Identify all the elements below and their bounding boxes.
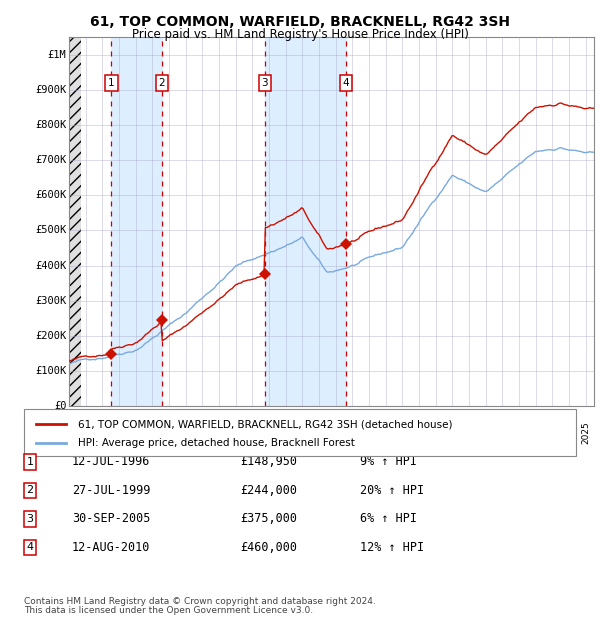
- Text: £244,000: £244,000: [240, 484, 297, 497]
- Text: 2006: 2006: [265, 421, 274, 444]
- Text: 1: 1: [26, 457, 34, 467]
- Text: 1998: 1998: [131, 421, 140, 444]
- Text: 2020: 2020: [498, 421, 507, 443]
- Bar: [265, 37, 346, 406]
- Text: 2003: 2003: [215, 421, 223, 444]
- Text: 2007: 2007: [281, 421, 290, 444]
- Text: £460,000: £460,000: [240, 541, 297, 554]
- Text: 3: 3: [262, 78, 268, 88]
- Text: HPI: Average price, detached house, Bracknell Forest: HPI: Average price, detached house, Brac…: [78, 438, 355, 448]
- Text: 4: 4: [26, 542, 34, 552]
- Text: 2015: 2015: [415, 421, 424, 444]
- Text: £300K: £300K: [35, 296, 67, 306]
- Text: 1994: 1994: [65, 421, 74, 444]
- Text: 12-AUG-2010: 12-AUG-2010: [72, 541, 151, 554]
- Text: 2023: 2023: [548, 421, 557, 443]
- Text: 2010: 2010: [331, 421, 340, 444]
- Text: 2002: 2002: [198, 421, 207, 443]
- Text: £400K: £400K: [35, 260, 67, 270]
- Text: £200K: £200K: [35, 331, 67, 341]
- Text: 2016: 2016: [431, 421, 440, 444]
- Text: 2008: 2008: [298, 421, 307, 444]
- Text: £148,950: £148,950: [240, 456, 297, 468]
- Text: 2022: 2022: [531, 421, 540, 443]
- Text: 2024: 2024: [565, 421, 574, 443]
- Text: 1996: 1996: [98, 421, 107, 444]
- Text: 61, TOP COMMON, WARFIELD, BRACKNELL, RG42 3SH: 61, TOP COMMON, WARFIELD, BRACKNELL, RG4…: [90, 16, 510, 30]
- Text: 1995: 1995: [81, 421, 90, 444]
- Text: Price paid vs. HM Land Registry's House Price Index (HPI): Price paid vs. HM Land Registry's House …: [131, 28, 469, 41]
- Text: 2001: 2001: [181, 421, 190, 444]
- Text: 6% ↑ HPI: 6% ↑ HPI: [360, 513, 417, 525]
- Text: 61, TOP COMMON, WARFIELD, BRACKNELL, RG42 3SH (detached house): 61, TOP COMMON, WARFIELD, BRACKNELL, RG4…: [78, 419, 452, 429]
- Text: £800K: £800K: [35, 120, 67, 130]
- Text: £0: £0: [54, 401, 67, 411]
- Text: 9% ↑ HPI: 9% ↑ HPI: [360, 456, 417, 468]
- Text: 3: 3: [26, 514, 34, 524]
- Text: 20% ↑ HPI: 20% ↑ HPI: [360, 484, 424, 497]
- Text: 2012: 2012: [365, 421, 373, 443]
- Text: Contains HM Land Registry data © Crown copyright and database right 2024.: Contains HM Land Registry data © Crown c…: [24, 597, 376, 606]
- Text: £100K: £100K: [35, 366, 67, 376]
- Text: 2021: 2021: [515, 421, 523, 443]
- Text: 2: 2: [158, 78, 165, 88]
- Text: 2013: 2013: [381, 421, 390, 444]
- Text: 1999: 1999: [148, 421, 157, 444]
- Text: £375,000: £375,000: [240, 513, 297, 525]
- Text: £700K: £700K: [35, 155, 67, 165]
- Text: 4: 4: [343, 78, 349, 88]
- Text: 1: 1: [108, 78, 115, 88]
- Text: 30-SEP-2005: 30-SEP-2005: [72, 513, 151, 525]
- Text: 1997: 1997: [115, 421, 124, 444]
- Bar: [112, 37, 162, 406]
- Text: 2: 2: [26, 485, 34, 495]
- Text: 2011: 2011: [348, 421, 357, 444]
- Text: 2025: 2025: [581, 421, 590, 443]
- Text: £1M: £1M: [47, 50, 67, 60]
- Text: 12-JUL-1996: 12-JUL-1996: [72, 456, 151, 468]
- Text: This data is licensed under the Open Government Licence v3.0.: This data is licensed under the Open Gov…: [24, 606, 313, 615]
- Text: 2005: 2005: [248, 421, 257, 444]
- Text: 27-JUL-1999: 27-JUL-1999: [72, 484, 151, 497]
- Text: £500K: £500K: [35, 226, 67, 236]
- Text: 2018: 2018: [464, 421, 473, 444]
- Text: 2014: 2014: [398, 421, 407, 443]
- Text: 2009: 2009: [314, 421, 323, 444]
- Text: £600K: £600K: [35, 190, 67, 200]
- Text: 2017: 2017: [448, 421, 457, 444]
- Text: 2004: 2004: [231, 421, 240, 443]
- Text: 12% ↑ HPI: 12% ↑ HPI: [360, 541, 424, 554]
- Bar: [69, 37, 80, 406]
- Text: £900K: £900K: [35, 85, 67, 95]
- Text: 2019: 2019: [481, 421, 490, 444]
- Text: 2000: 2000: [164, 421, 173, 444]
